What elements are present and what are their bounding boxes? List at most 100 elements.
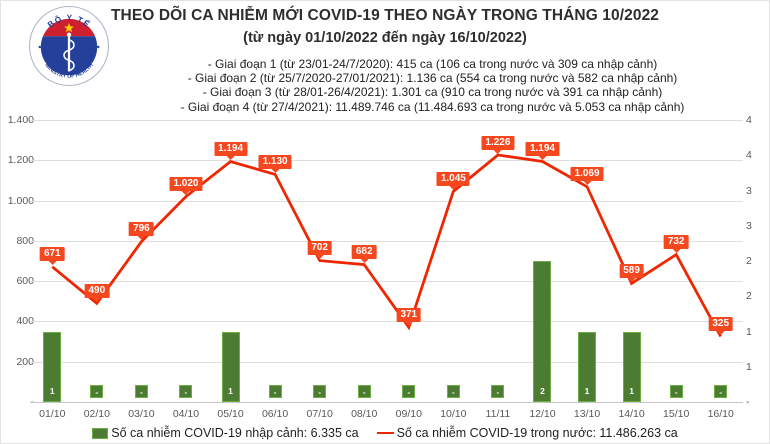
y-axis-right-tick-label: 4: [746, 149, 752, 162]
x-axis-line: [30, 402, 743, 403]
y-axis-left: 1.400 1.200 1.000 800 600 400 200 -: [0, 114, 34, 408]
y-axis-left-tick-label: 400: [16, 315, 34, 328]
bar-value-label: -: [90, 385, 104, 398]
x-axis-tick-label: 13/10: [573, 408, 601, 420]
bar: [43, 331, 62, 402]
line-point-label: 796: [129, 222, 154, 241]
y-axis-right-tick-label: 3: [746, 184, 752, 197]
y-axis-left-tick-label: -: [0, 396, 35, 408]
bar-value-label: -: [669, 385, 683, 398]
bar: [622, 331, 641, 402]
ministry-of-health-logo: BỘ Y TẾ MINISTRY OF HEALTH: [28, 5, 110, 87]
y-axis-right-tick-label: 2: [746, 255, 752, 267]
legend-bar-swatch-icon: [92, 427, 109, 439]
bar-value-label: -: [313, 385, 327, 398]
bar-value-label: -: [446, 385, 460, 398]
gridline: [30, 321, 743, 323]
y-axis-left-tick-label: 1.400: [7, 114, 34, 126]
legend-item-imported: Số ca nhiễm COVID-19 nhập cảnh: 6.335 ca: [92, 426, 359, 440]
line-point-label: 1.045: [436, 172, 470, 190]
line-point-label: 1.226: [481, 135, 515, 154]
line-point-label: 702: [307, 241, 332, 260]
x-axis-tick-label: 16/10: [707, 408, 734, 420]
line-point-label: 1.020: [169, 177, 203, 196]
line-point-label: 490: [84, 283, 110, 302]
bar-value-label: -: [714, 385, 728, 398]
line-point-label: 732: [663, 235, 689, 254]
gridline: [30, 240, 743, 242]
legend-domestic-label: Số ca nhiễm COVID-19 trong nước: 11.486.…: [396, 426, 678, 440]
x-axis-tick-label: 05/10: [217, 408, 244, 420]
moh-logo-icon: BỘ Y TẾ MINISTRY OF HEALTH: [29, 6, 109, 86]
bar-value-label: 1: [629, 386, 634, 396]
phase-summary-block: - Giai đoạn 1 (từ 23/01-24/7/2020): 415 …: [95, 57, 770, 114]
domestic-cases-line: [51, 153, 722, 338]
y-axis-right: 4 4 3 3 2 2 1 1 -: [746, 114, 768, 408]
y-axis-left-tick-label: 1.200: [7, 154, 34, 167]
y-axis-right-tick-label: 3: [746, 219, 752, 232]
bar-value-label: 1: [49, 386, 55, 396]
phase-line-4: - Giai đoạn 4 (từ 27/4/2021): 11.489.746…: [180, 99, 685, 114]
gridline: [30, 200, 743, 202]
line-point-label: 325: [708, 317, 734, 336]
x-axis-tick-label: 04/10: [172, 408, 200, 420]
line-series: [51, 153, 722, 338]
bar-value-label: -: [402, 385, 416, 398]
bar-value-label: 2: [540, 386, 545, 396]
y-axis-right-tick-label: 4: [746, 114, 752, 126]
gridline: [30, 281, 743, 283]
gridline: [30, 361, 743, 363]
x-axis-tick-label: 06/10: [261, 408, 289, 420]
x-axis-tick-label: 03/10: [128, 408, 155, 420]
y-axis-right-tick-label: 1: [746, 360, 752, 373]
phase-line-2: - Giai đoạn 2 (từ 25/7/2020-27/01/2021):…: [187, 71, 678, 86]
x-axis-tick-label: 07/10: [306, 408, 333, 420]
x-axis-tick-label: 10/10: [440, 408, 467, 420]
legend-line-swatch-icon: [376, 431, 394, 435]
legend-imported-label: Số ca nhiễm COVID-19 nhập cảnh: 6.335 ca: [111, 426, 359, 440]
x-axis-tick-label: 08/10: [351, 408, 378, 420]
x-axis-tick-label: 02/10: [83, 408, 110, 420]
line-point-label: 371: [396, 307, 422, 326]
line-point-label: 1.130: [258, 154, 292, 173]
x-axis-tick-label: 14/10: [618, 408, 645, 420]
y-axis-left-tick-label: 800: [16, 234, 34, 247]
gridline: [30, 120, 743, 121]
y-axis-left-tick-label: 600: [16, 275, 34, 288]
chart-legend: Số ca nhiễm COVID-19 nhập cảnh: 6.335 ca…: [0, 424, 770, 442]
line-point-label: 1.069: [570, 167, 604, 186]
y-axis-right-tick-label: 2: [746, 290, 752, 303]
phase-line-3: - Giai đoạn 3 (từ 28/01-26/4/2021): 1.30…: [202, 85, 663, 100]
x-axis-tick-label: 11/11: [485, 408, 511, 420]
x-axis-tick-label: 09/10: [395, 408, 422, 420]
y-axis-left-tick-label: 200: [16, 355, 34, 368]
line-point-label: 682: [351, 245, 377, 264]
plot-area: 1 01/10 - 02/10 - 03/10 - 04/10 1 05/10 - 06/10 - 07/…: [30, 120, 743, 420]
bar-value-label: -: [491, 385, 505, 398]
line-point-label: 671: [39, 247, 65, 266]
bar-value-label: 1: [228, 386, 233, 396]
page-title: THEO DÕI CA NHIỄM MỚI COVID-19 THEO NGÀY…: [110, 7, 660, 24]
bar-value-label: -: [268, 385, 282, 398]
bar: [533, 261, 552, 402]
bar: [221, 331, 240, 402]
bar-value-label: 1: [584, 386, 590, 396]
x-axis-tick-label: 15/10: [663, 408, 690, 420]
legend-item-domestic: Số ca nhiễm COVID-19 trong nước: 11.486.…: [376, 426, 678, 440]
gridline: [30, 160, 743, 162]
bar-value-label: -: [179, 385, 193, 398]
phase-line-1: - Giai đoạn 1 (từ 23/01-24/7/2020): 415 …: [207, 57, 658, 71]
line-point-label: 1.194: [525, 141, 559, 160]
y-axis-right-tick-label: -: [746, 396, 750, 408]
x-axis-tick-label: 12/10: [529, 408, 556, 420]
y-axis-right-tick-label: 1: [746, 325, 752, 338]
page-subtitle: (từ ngày 01/10/2022 đến ngày 16/10/2022): [243, 30, 527, 46]
line-point-label: 1.194: [214, 141, 248, 160]
bar-value-label: -: [134, 385, 148, 398]
bar: [578, 331, 597, 402]
x-axis-tick-label: 01/10: [39, 408, 66, 420]
line-point-label: 589: [619, 263, 644, 282]
y-axis-left-tick-label: 1.000: [7, 194, 34, 207]
bar-value-label: -: [357, 385, 371, 398]
